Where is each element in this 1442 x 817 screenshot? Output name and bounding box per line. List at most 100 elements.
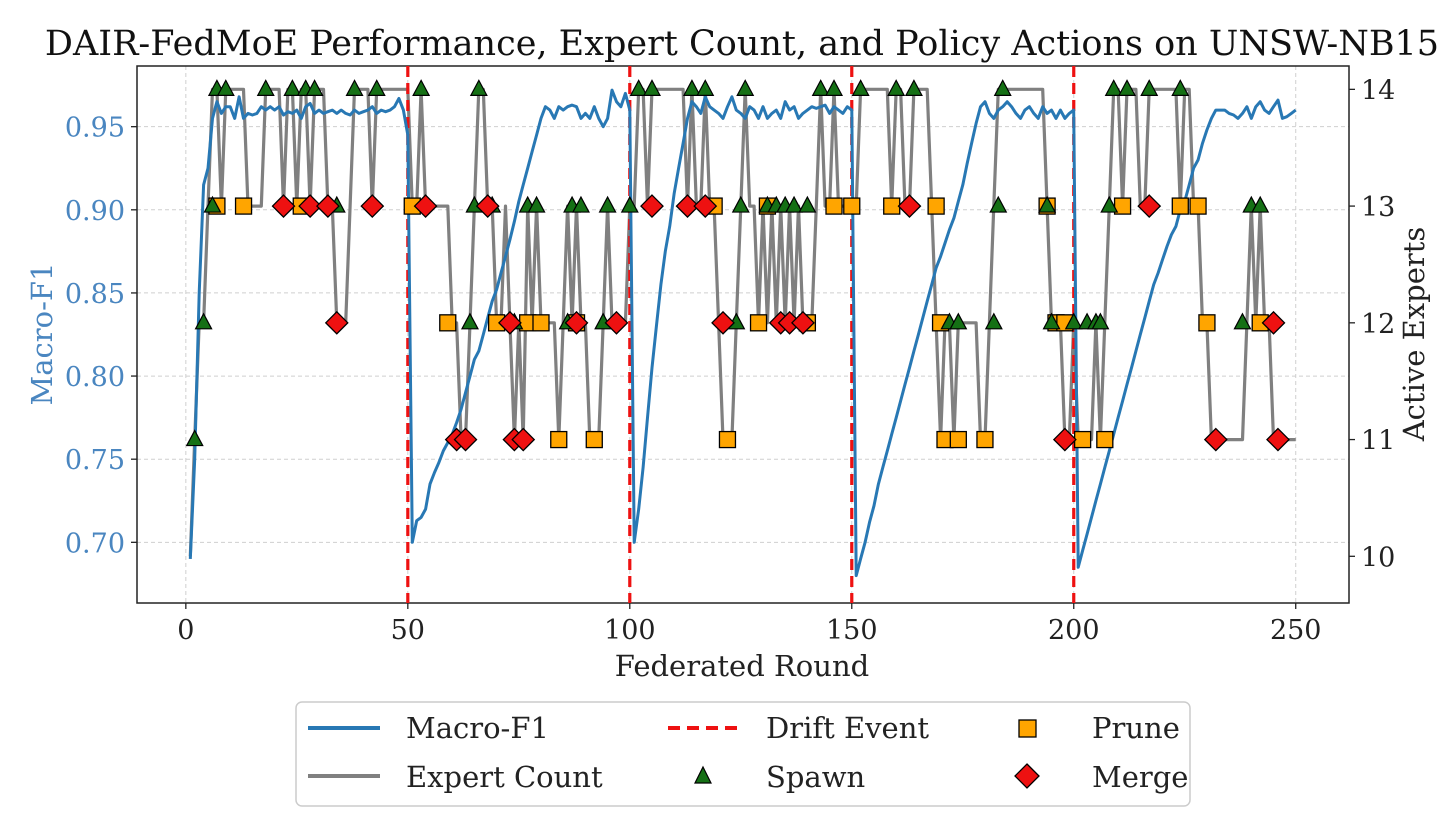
merge-marker xyxy=(1261,310,1286,335)
policy-action-markers xyxy=(185,79,1290,452)
spawn-marker xyxy=(1251,195,1270,213)
spawn-marker xyxy=(825,79,844,96)
merge-marker xyxy=(413,194,438,219)
prune-marker xyxy=(585,430,603,449)
merge-marker xyxy=(298,194,323,219)
merge-marker xyxy=(360,194,385,219)
merge-marker xyxy=(453,427,478,452)
spawn-marker xyxy=(989,195,1008,213)
merge-marker xyxy=(271,194,296,219)
prune-marker xyxy=(825,197,843,215)
right-tick-label: 13 xyxy=(1361,192,1395,223)
spawn-marker xyxy=(412,79,431,96)
prune-marker xyxy=(439,314,457,332)
spawn-marker xyxy=(367,79,386,96)
x-tick-label: 0 xyxy=(177,615,194,646)
spawn-marker xyxy=(194,312,213,330)
right-axis-ticks: 10 11 12 13 14 xyxy=(1349,75,1395,573)
spawn-marker xyxy=(620,195,639,213)
legend-label-merge: Merge xyxy=(1092,760,1188,794)
spawn-marker xyxy=(984,312,1003,330)
prune-marker xyxy=(1171,197,1189,215)
legend-swatch-merge xyxy=(1014,763,1040,789)
spawn-marker xyxy=(736,79,755,96)
spawn-marker xyxy=(1140,79,1159,96)
spawn-marker xyxy=(682,79,701,96)
spawn-marker xyxy=(1100,195,1119,213)
prune-marker xyxy=(1189,197,1207,215)
spawn-marker xyxy=(696,79,715,96)
x-axis-label: Federated Round xyxy=(615,649,869,683)
prune-marker xyxy=(883,197,901,215)
spawn-marker xyxy=(1118,79,1137,96)
spawn-marker xyxy=(256,79,275,96)
legend-label-drift: Drift Event xyxy=(766,711,929,745)
spawn-marker xyxy=(469,79,488,96)
spawn-marker xyxy=(283,79,302,96)
chart-title: DAIR-FedMoE Performance, Expert Count, a… xyxy=(45,24,1439,64)
spawn-marker xyxy=(185,429,204,447)
left-tick-label: 0.70 xyxy=(65,528,125,559)
spawn-marker xyxy=(1171,79,1190,96)
merge-marker xyxy=(1266,427,1290,452)
spawn-marker xyxy=(460,312,479,330)
prune-marker xyxy=(1073,430,1092,449)
left-tick-label: 0.90 xyxy=(65,196,125,227)
spawn-marker xyxy=(345,79,364,96)
spawn-marker xyxy=(798,195,817,213)
x-axis-ticks: 0 50 100 150 200 250 xyxy=(177,603,1321,646)
spawn-marker xyxy=(851,79,870,96)
right-tick-label: 14 xyxy=(1361,75,1395,106)
spawn-marker xyxy=(571,195,590,213)
spawn-marker xyxy=(1104,79,1123,96)
expert-count-line xyxy=(188,87,1296,557)
prune-marker xyxy=(749,314,768,332)
prune-marker xyxy=(949,430,967,449)
merge-marker xyxy=(511,427,536,452)
spawn-marker xyxy=(527,195,546,213)
prune-marker xyxy=(1198,314,1216,332)
left-tick-label: 0.85 xyxy=(65,279,125,310)
left-tick-label: 0.80 xyxy=(65,362,125,393)
prune-marker xyxy=(976,430,994,449)
spawn-marker xyxy=(785,195,804,213)
drift-event-series xyxy=(406,66,1076,603)
right-tick-label: 12 xyxy=(1361,309,1395,340)
prune-marker xyxy=(1096,430,1114,449)
merge-marker xyxy=(791,310,815,335)
spawn-marker xyxy=(305,79,324,96)
legend-label-prune: Prune xyxy=(1092,711,1180,745)
prune-marker xyxy=(843,197,861,215)
spawn-marker xyxy=(1042,312,1061,330)
merge-marker xyxy=(711,310,735,335)
prune-marker xyxy=(550,430,568,449)
merge-marker xyxy=(604,310,629,335)
spawn-marker xyxy=(598,195,617,213)
merge-marker xyxy=(693,194,718,219)
legend-label-expert-count: Expert Count xyxy=(406,760,603,794)
merge-marker xyxy=(564,310,589,335)
prune-marker xyxy=(532,314,550,332)
y-axis-label-right: Active Experts xyxy=(1397,227,1431,443)
prune-marker xyxy=(718,430,737,449)
legend-label-spawn: Spawn xyxy=(766,760,865,794)
expert-count-series xyxy=(188,87,1296,557)
merge-marker xyxy=(640,194,664,219)
legend-frame xyxy=(295,701,1191,807)
spawn-marker xyxy=(216,79,235,96)
prune-marker xyxy=(234,197,253,215)
legend: Macro-F1 Drift Event Prune Expert Count … xyxy=(295,701,1191,807)
x-tick-label: 250 xyxy=(1270,615,1322,646)
spawn-marker xyxy=(731,195,750,213)
merge-marker xyxy=(1052,427,1077,452)
plot-frame xyxy=(136,65,1350,604)
legend-label-macro-f1: Macro-F1 xyxy=(406,711,549,745)
y-axis-label-left: Macro-F1 xyxy=(25,263,59,406)
spawn-marker xyxy=(1091,312,1110,330)
spawn-marker xyxy=(1064,312,1083,330)
legend-swatch-prune xyxy=(1018,719,1037,738)
prune-marker xyxy=(927,197,945,215)
x-tick-label: 50 xyxy=(391,615,425,646)
left-tick-label: 0.75 xyxy=(65,445,125,476)
